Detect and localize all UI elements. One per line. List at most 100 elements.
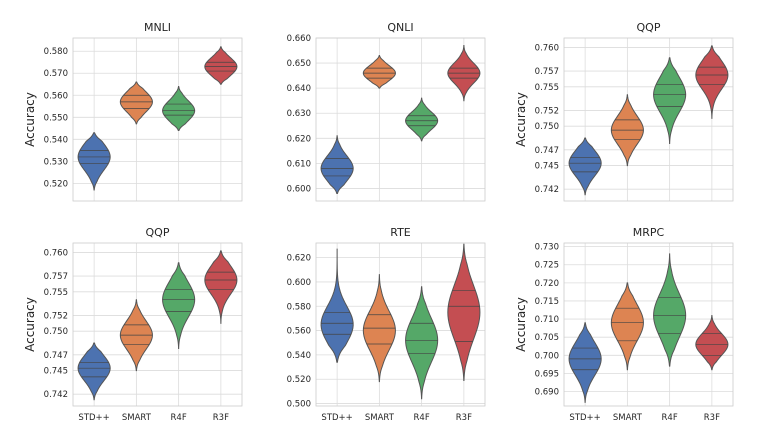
plot-frame xyxy=(315,37,486,202)
y-tick-label: 0.745 xyxy=(44,367,68,377)
x-tick-label: STD++ xyxy=(569,413,600,423)
y-tick-label: 0.705 xyxy=(535,333,559,343)
x-tick-label: R4F xyxy=(171,413,187,423)
y-tick-label: 0.747 xyxy=(535,146,559,156)
violin-smart xyxy=(362,55,396,89)
x-tick-label: STD++ xyxy=(78,413,109,423)
violin-smart xyxy=(610,282,644,371)
y-tick-label: 0.610 xyxy=(287,159,311,169)
y-tick-label: 0.760 xyxy=(535,43,559,53)
plot-frame xyxy=(563,37,734,202)
plot-frame xyxy=(72,242,243,407)
y-tick-label: 0.752 xyxy=(535,106,559,116)
y-tick-label: 0.660 xyxy=(287,34,311,44)
y-tick-label: 0.760 xyxy=(44,248,68,258)
chart-title: RTE xyxy=(390,226,411,239)
chart-title: QNLI xyxy=(387,21,413,34)
violin-r4f xyxy=(405,97,439,142)
x-tick-label: R3F xyxy=(456,413,472,423)
y-tick-label: 0.747 xyxy=(44,351,68,361)
chart-title: MRPC xyxy=(633,226,665,239)
violin-stdpppp xyxy=(77,342,111,401)
y-tick-label: 0.540 xyxy=(287,351,311,361)
y-tick-label: 0.580 xyxy=(44,47,68,57)
y-tick-label: 0.560 xyxy=(287,327,311,337)
y-tick-label: 0.750 xyxy=(44,327,68,337)
x-tick-label: SMART xyxy=(122,413,152,423)
y-tick-label: 0.600 xyxy=(287,278,311,288)
y-tick-label: 0.500 xyxy=(287,400,311,410)
chart-panel-4: 0.742 0.745 0.747 0.750 0.752 0.755 0.757 0.760… xyxy=(23,226,243,423)
chart-panel-3: 0.742 0.745 0.747 0.750 0.752 0.755 0.757 0.760… xyxy=(514,21,734,202)
violin-r4f xyxy=(405,286,439,400)
violin-stdpppp xyxy=(77,132,111,191)
y-tick-label: 0.630 xyxy=(287,109,311,119)
chart-panel-5: 0.500 0.520 0.540 0.560 0.580 0.600 0.620 RTE ST… xyxy=(287,226,486,423)
violin-stdpppp xyxy=(568,137,602,196)
chart-panel-6: 0.690 0.695 0.700 0.705 0.710 0.715 0.720 0.725… xyxy=(514,226,734,423)
violin-r4f xyxy=(653,57,687,145)
y-tick-label: 0.520 xyxy=(287,375,311,385)
violin-r4f xyxy=(653,253,687,367)
y-tick-label: 0.520 xyxy=(44,179,68,189)
y-tick-label: 0.755 xyxy=(535,83,559,93)
y-tick-label: 0.742 xyxy=(44,390,68,400)
violin-r3f xyxy=(204,46,238,85)
y-tick-label: 0.570 xyxy=(44,69,68,79)
y-tick-label: 0.695 xyxy=(535,369,559,379)
y-tick-label: 0.730 xyxy=(535,243,559,253)
violin-r3f xyxy=(695,314,729,371)
chart-title: QQP xyxy=(637,21,661,34)
y-tick-label: 0.620 xyxy=(287,134,311,144)
y-tick-label: 0.600 xyxy=(287,184,311,194)
plot-frame xyxy=(72,37,243,202)
y-axis-label: Accuracy xyxy=(23,92,37,147)
y-tick-label: 0.710 xyxy=(535,315,559,325)
y-tick-label: 0.750 xyxy=(535,122,559,132)
y-tick-label: 0.715 xyxy=(535,297,559,307)
violin-stdpppp xyxy=(568,322,602,403)
y-tick-label: 0.757 xyxy=(44,272,68,282)
chart-title: QQP xyxy=(146,226,170,239)
y-tick-label: 0.620 xyxy=(287,254,311,264)
plot-frame xyxy=(563,242,734,407)
violin-stdpppp xyxy=(320,135,354,194)
y-tick-label: 0.540 xyxy=(44,135,68,145)
x-tick-label: STD++ xyxy=(321,413,352,423)
x-tick-label: SMART xyxy=(613,413,643,423)
y-tick-label: 0.745 xyxy=(535,162,559,172)
y-tick-label: 0.757 xyxy=(535,67,559,77)
y-axis-label: Accuracy xyxy=(23,297,37,352)
y-axis-label: Accuracy xyxy=(514,297,528,352)
violin-r3f xyxy=(695,45,729,119)
y-tick-label: 0.742 xyxy=(535,185,559,195)
y-tick-label: 0.690 xyxy=(535,388,559,398)
y-tick-label: 0.720 xyxy=(535,279,559,289)
y-tick-label: 0.700 xyxy=(535,351,559,361)
x-tick-label: SMART xyxy=(365,413,395,423)
y-tick-label: 0.650 xyxy=(287,59,311,69)
y-tick-label: 0.755 xyxy=(44,288,68,298)
violin-r4f xyxy=(162,85,196,132)
chart-panel-2: 0.600 0.610 0.620 0.630 0.640 0.650 0.660 QNLI xyxy=(287,21,486,202)
violin-stdpppp xyxy=(320,248,354,363)
x-tick-label: R4F xyxy=(414,413,430,423)
y-axis-label: Accuracy xyxy=(514,92,528,147)
y-tick-label: 0.550 xyxy=(44,113,68,123)
y-tick-label: 0.725 xyxy=(535,261,559,271)
x-tick-label: R4F xyxy=(662,413,678,423)
x-tick-label: R3F xyxy=(704,413,720,423)
chart-panel-1: 0.520 0.530 0.540 0.550 0.560 0.570 0.580 MNLI A… xyxy=(23,21,243,202)
y-tick-label: 0.530 xyxy=(44,157,68,167)
chart-title: MNLI xyxy=(144,21,171,34)
y-tick-label: 0.640 xyxy=(287,84,311,94)
violin-r3f xyxy=(204,250,238,324)
plot-frame xyxy=(315,242,486,407)
y-tick-label: 0.560 xyxy=(44,91,68,101)
x-tick-label: R3F xyxy=(213,413,229,423)
violin-r3f xyxy=(447,243,481,381)
violin-r4f xyxy=(162,262,196,350)
violin-smart xyxy=(119,81,153,125)
y-tick-label: 0.580 xyxy=(287,302,311,312)
